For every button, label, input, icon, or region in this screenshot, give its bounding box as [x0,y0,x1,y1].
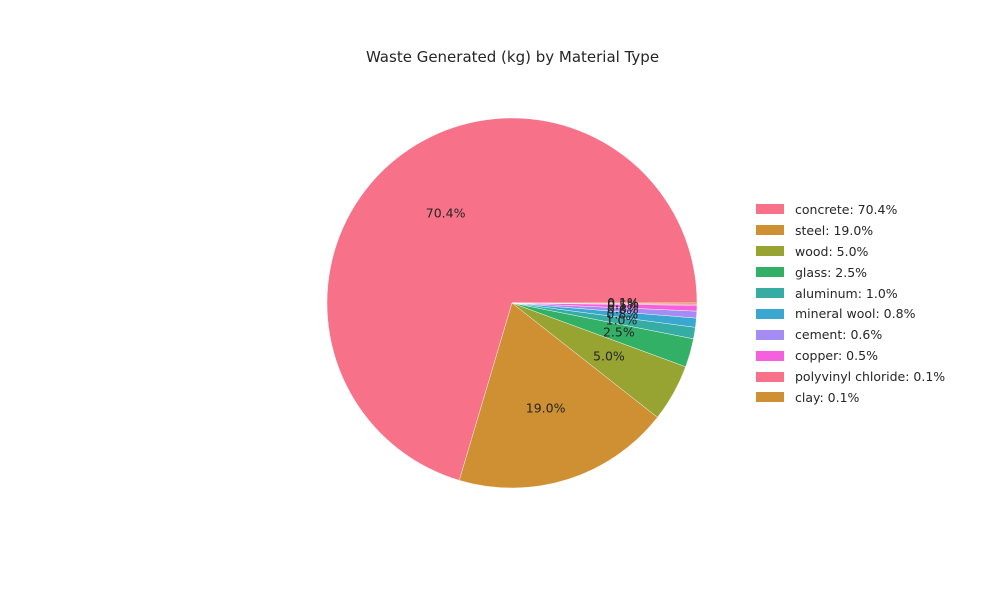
pie-slice-labels: 70.4%19.0%5.0%2.5%1.0%0.8%0.6%0.5%0.1%0.… [426,206,639,416]
pie-slice-steel [459,302,658,489]
legend-swatch [756,225,784,236]
chart-title: Waste Generated (kg) by Material Type [365,48,660,66]
legend-label: steel: 19.0% [795,222,874,238]
pie-slice-concrete [326,117,698,481]
legend-swatch [756,371,784,382]
legend: concrete: 70.4% steel: 19.0% wood: 5.0% gla… [756,199,945,408]
legend-item-polyvinyl-chloride: polyvinyl chloride: 0.1% [756,366,945,387]
legend-label: aluminum: 1.0% [795,285,898,301]
slice-label-copper: 0.5% [607,298,639,313]
slice-label-steel: 19.0% [526,400,566,415]
legend-label: concrete: 70.4% [795,201,898,217]
legend-swatch [756,288,784,298]
legend-item-cement: cement: 0.6% [756,324,945,345]
legend-label: glass: 2.5% [795,264,868,280]
legend-item-clay: clay: 0.1% [756,387,945,408]
legend-swatch [756,350,784,361]
legend-label: polyvinyl chloride: 0.1% [795,369,946,385]
legend-item-concrete: concrete: 70.4% [756,199,945,220]
legend-swatch [756,204,784,215]
slice-label-cement: 0.6% [607,301,639,316]
slice-label-mineral-wool: 0.8% [606,306,638,321]
legend-item-aluminum: aluminum: 1.0% [756,283,945,304]
legend-label: mineral wool: 0.8% [795,306,916,322]
legend-swatch [756,392,784,403]
slice-label-concrete: 70.4% [426,206,466,221]
legend-item-mineral-wool: mineral wool: 0.8% [756,303,945,324]
legend-label: copper: 0.5% [795,348,878,364]
legend-label: wood: 5.0% [795,243,869,259]
legend-item-copper: copper: 0.5% [756,345,945,366]
slice-label-clay: 0.1% [607,295,639,310]
legend-label: cement: 0.6% [795,327,883,343]
legend-item-glass: glass: 2.5% [756,262,945,283]
slice-label-wood: 5.0% [593,349,625,364]
legend-item-steel: steel: 19.0% [756,220,945,241]
legend-swatch [756,267,784,278]
legend-label: clay: 0.1% [795,389,860,405]
slice-label-aluminum: 1.0% [606,313,638,328]
slice-label-polyvinyl-chloride: 0.1% [607,296,639,311]
pie-slice-clay [511,302,698,305]
pie-slices [326,117,698,489]
legend-item-wood: wood: 5.0% [756,241,945,262]
slice-label-glass: 2.5% [603,324,635,339]
legend-swatch [756,246,784,257]
legend-swatch [756,329,784,340]
legend-swatch [756,308,784,319]
